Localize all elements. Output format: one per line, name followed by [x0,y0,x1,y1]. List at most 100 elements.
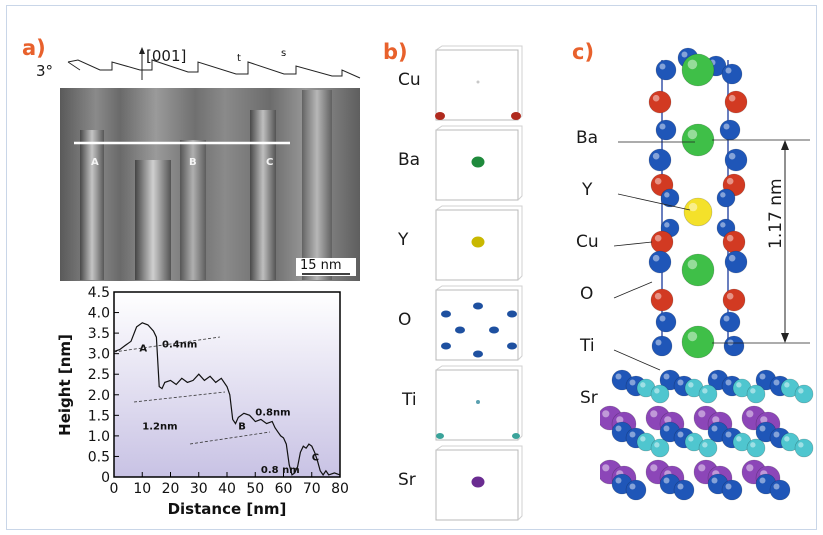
y-tick-label: 0 [101,470,110,486]
atom-highlight [711,477,718,484]
atom-highlight [664,192,670,198]
scale-bar-label: 15 nm [300,258,342,273]
guide-dash-3 [189,431,271,445]
x-axis-label: Distance [nm] [168,500,287,518]
stm-terrace-4 [250,110,276,280]
x-tick-label: 50 [246,481,264,497]
atom [650,384,670,404]
atom-highlight [654,388,660,394]
stm-panel [60,47,361,281]
atom-highlight [687,259,698,270]
layer-atom [473,302,483,310]
stm-terrace-2 [135,160,171,280]
dimension-arrowhead-top [781,140,789,150]
y-tick-label: 2.5 [88,367,110,383]
chart-annotations: A 0.4nm B 0.8nm 1.2nm C 0.8 nm [139,340,319,476]
atom-highlight [650,464,658,472]
x-tick-label: 80 [331,481,349,497]
atom-highlight [615,477,622,484]
atom [683,197,713,227]
layer-atom [435,112,445,120]
layer-box-back [435,285,523,361]
height-profile-chart: 00.51.01.52.02.53.03.54.04.5 0 10 20 30 40 50… [56,285,349,518]
atom-highlight [759,373,766,380]
unit-cell [600,47,814,501]
atom-highlight [720,192,726,198]
atom-highlight [750,442,756,448]
layer-box-front [435,129,519,201]
layer-atom [511,112,521,120]
atom-highlight [602,464,610,472]
atom [722,288,746,312]
x-tick-label: 20 [162,481,180,497]
atom-highlight [723,315,730,322]
atom [723,335,745,357]
stm-terrace-1 [80,130,104,280]
atom-highlight [640,436,646,442]
atom-highlight [698,410,706,418]
atom-highlight [677,483,684,490]
y-tick-label: 4.0 [88,306,110,322]
atom [681,325,715,359]
atom-highlight [798,442,804,448]
label-y: Y [582,180,593,200]
atom [648,90,672,114]
layer-atom [436,433,444,439]
layer-box-back [435,125,523,201]
atom-highlight [688,382,694,388]
atom-highlight [664,222,670,228]
atom-highlight [720,222,726,228]
layer-box-front [435,49,519,121]
panel-b-label: b) [383,40,408,64]
atom-highlight [650,410,658,418]
layer-box [435,45,523,121]
leader-y [617,193,691,211]
angle-line [67,61,81,71]
label-ba: Ba [576,128,599,148]
atom [660,188,680,208]
layer-box [435,365,523,441]
layer-atom [473,350,483,358]
s-label: s [281,48,287,59]
atom-highlight [726,234,734,242]
atom-highlight [798,388,804,394]
atom [746,384,766,404]
atom [655,119,677,141]
atom-highlight [726,177,734,185]
layer-box-front [435,209,519,281]
atom [794,438,814,458]
y-tick-label: 3.5 [88,326,110,342]
profile-mark-c: C [266,157,274,168]
atom-highlight [773,431,780,438]
layer-atom [489,326,499,334]
atom-highlight [677,431,684,438]
atom [648,250,672,274]
leader-o [613,281,653,299]
atom-highlight [659,123,666,130]
atom-highlight [663,373,670,380]
t-label: t [237,53,241,64]
layer-box-back [435,445,523,521]
atom-highlight [663,425,670,432]
atom-highlight [652,254,660,262]
direction-label: [001] [146,47,187,65]
layer-label: Y [398,230,409,250]
plot-area [113,291,341,478]
y-tick-label: 1.5 [88,408,110,424]
atom-highlight [728,152,736,160]
atom-highlight [602,410,610,418]
atom-highlight [727,339,734,346]
annotation: C [312,453,319,464]
x-axis-ticks: 0 10 20 30 40 50 60 70 80 [110,472,349,497]
atom-highlight [652,94,660,102]
layer-atom [471,236,485,248]
height-profile-line [113,322,341,476]
atom-highlight [616,416,624,424]
atom-highlight [784,436,790,442]
annotation: 0.4nm [162,340,197,351]
layer-atom [507,342,517,350]
atom-highlight [677,379,684,386]
label-sr: Sr [580,388,598,408]
layer-label: Sr [398,470,416,490]
